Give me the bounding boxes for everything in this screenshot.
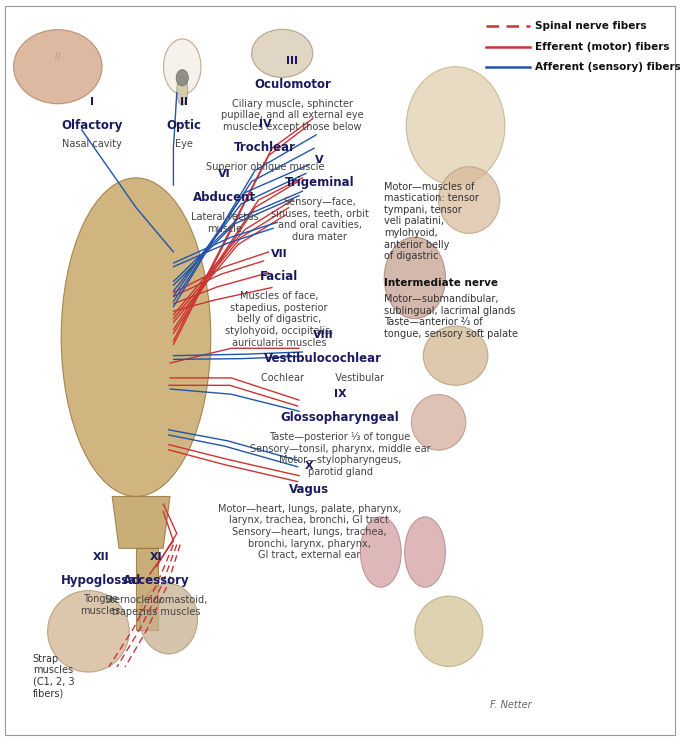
Ellipse shape	[405, 517, 445, 587]
Ellipse shape	[360, 517, 401, 587]
Text: IV: IV	[259, 119, 271, 129]
Text: Motor—heart, lungs, palate, pharynx,
larynx, trachea, bronchi, GI tract
Sensory—: Motor—heart, lungs, palate, pharynx, lar…	[218, 504, 401, 560]
Text: XII: XII	[92, 552, 109, 562]
Text: Vagus: Vagus	[289, 483, 330, 496]
Text: Sensory—face,
sinuses, teeth, orbit
and oral cavities,
dura mater: Sensory—face, sinuses, teeth, orbit and …	[271, 197, 369, 242]
Text: Abducent: Abducent	[193, 191, 256, 205]
Text: IX: IX	[334, 390, 346, 399]
Ellipse shape	[61, 178, 211, 496]
Text: I: I	[90, 97, 94, 107]
Text: Motor—muscles of
mastication: tensor
tympani, tensor
veli palatini,
mylohyoid,
a: Motor—muscles of mastication: tensor tym…	[384, 182, 479, 261]
Text: Efferent (motor) fibers: Efferent (motor) fibers	[535, 41, 670, 52]
Text: Nasal cavity: Nasal cavity	[62, 139, 122, 149]
Text: VIII: VIII	[313, 330, 333, 340]
Text: F. Netter: F. Netter	[490, 700, 531, 710]
Text: III: III	[286, 56, 299, 66]
Ellipse shape	[423, 326, 488, 385]
Text: Lateral rectus
muscle: Lateral rectus muscle	[190, 212, 258, 233]
Text: //: //	[55, 51, 61, 60]
Text: Facial: Facial	[260, 270, 298, 284]
Text: Motor—submandibular,
sublingual, lacrimal glands
Taste—anterior ⅔ of
tongue, sen: Motor—submandibular, sublingual, lacrima…	[384, 294, 518, 339]
Text: Glossopharyngeal: Glossopharyngeal	[281, 411, 399, 425]
Text: Afferent (sensory) fibers: Afferent (sensory) fibers	[535, 62, 680, 73]
Ellipse shape	[411, 394, 466, 451]
Ellipse shape	[14, 30, 102, 104]
Text: V: V	[316, 155, 324, 165]
Text: Eye: Eye	[175, 139, 192, 149]
Ellipse shape	[252, 29, 313, 77]
Text: Cochlear          Vestibular: Cochlear Vestibular	[261, 373, 385, 382]
Text: Spinal nerve fibers: Spinal nerve fibers	[535, 21, 647, 31]
Ellipse shape	[407, 67, 505, 185]
Ellipse shape	[176, 70, 188, 86]
Text: VII: VII	[271, 249, 287, 259]
Text: Hypoglossal: Hypoglossal	[61, 574, 141, 587]
Text: Oculomotor: Oculomotor	[254, 78, 331, 91]
Text: X: X	[305, 462, 313, 471]
Text: VI: VI	[218, 170, 231, 179]
Polygon shape	[112, 496, 170, 548]
Ellipse shape	[384, 237, 445, 319]
Text: Olfactory: Olfactory	[61, 119, 122, 132]
Ellipse shape	[164, 39, 201, 94]
Polygon shape	[136, 548, 158, 630]
Text: Trigeminal: Trigeminal	[285, 176, 354, 190]
Text: Intermediate nerve: Intermediate nerve	[384, 278, 498, 288]
Text: Vestibulocochlear: Vestibulocochlear	[264, 352, 382, 365]
Text: Taste—posterior ⅓ of tongue
Sensory—tonsil, pharynx, middle ear
Motor—stylophary: Taste—posterior ⅓ of tongue Sensory—tons…	[250, 432, 430, 476]
Text: Trochlear: Trochlear	[234, 141, 296, 154]
Text: Superior oblique muscle: Superior oblique muscle	[206, 162, 324, 171]
Text: Muscles of face,
stapedius, posterior
belly of digastric,
stylohyoid, occipitali: Muscles of face, stapedius, posterior be…	[224, 291, 333, 348]
Ellipse shape	[177, 76, 188, 105]
Text: Tongue
muscles: Tongue muscles	[80, 594, 121, 616]
Text: Accessory: Accessory	[123, 574, 190, 588]
Text: II: II	[180, 97, 188, 107]
Text: Strap
muscles
(C1, 2, 3
fibers): Strap muscles (C1, 2, 3 fibers)	[33, 654, 74, 698]
Text: Ciliary muscle, sphincter
pupillae, and all external eye
muscles except those be: Ciliary muscle, sphincter pupillae, and …	[221, 99, 364, 132]
Text: XI: XI	[150, 553, 163, 562]
Ellipse shape	[48, 591, 129, 672]
Ellipse shape	[139, 584, 197, 654]
Ellipse shape	[439, 167, 500, 233]
Text: Sternocleidomastoid,
trapezius muscles: Sternocleidomastoid, trapezius muscles	[105, 595, 208, 617]
Text: Optic: Optic	[166, 119, 201, 132]
Ellipse shape	[415, 596, 483, 667]
